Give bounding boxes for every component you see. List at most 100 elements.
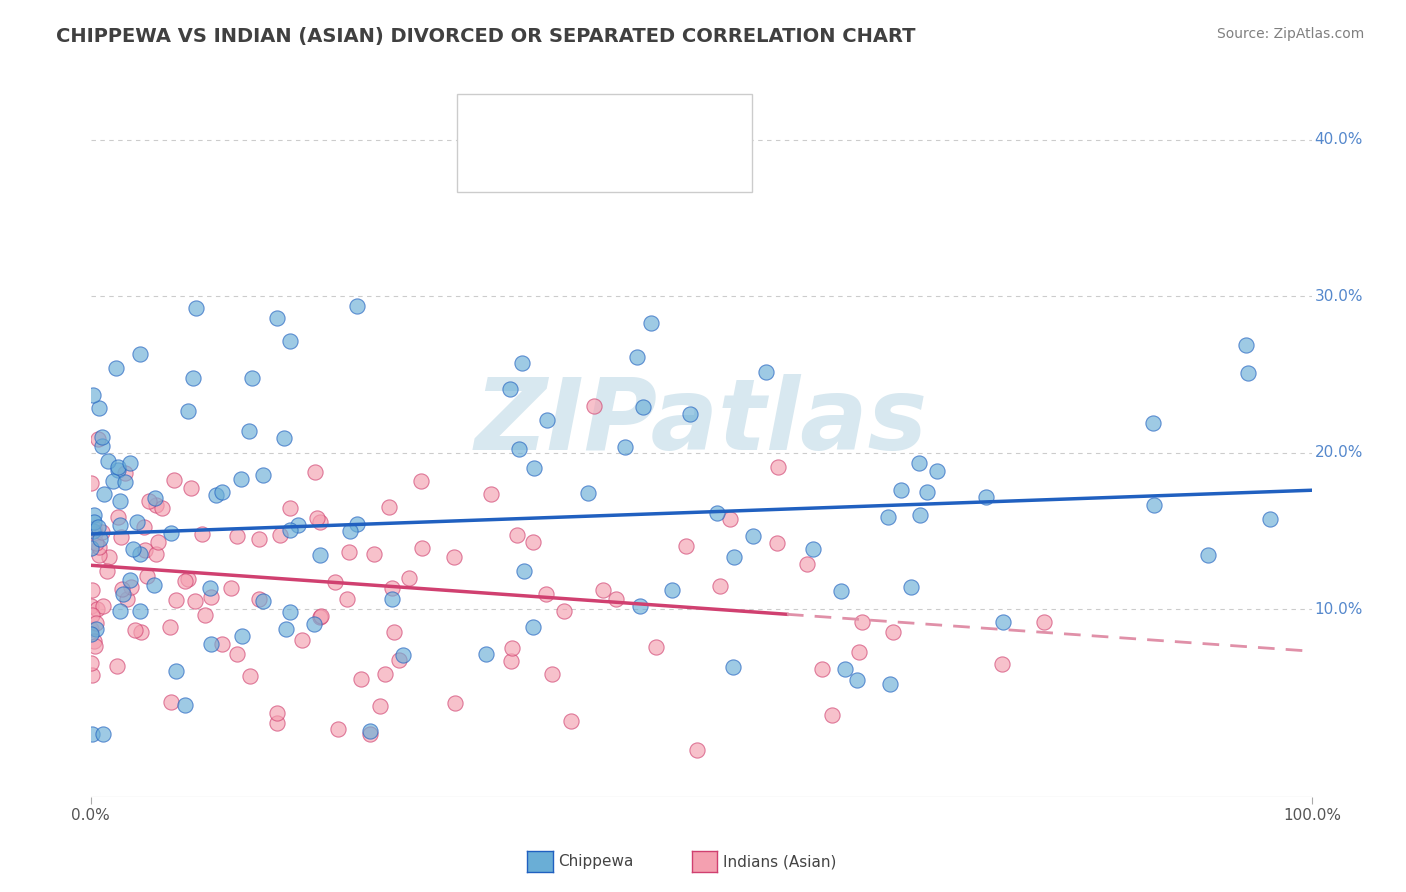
Point bbox=[378, 500, 401, 514]
Point bbox=[309, 548, 332, 562]
Point bbox=[766, 460, 789, 475]
Point bbox=[645, 640, 668, 654]
Point bbox=[908, 508, 931, 523]
Point bbox=[1236, 338, 1258, 352]
Point bbox=[82, 727, 104, 741]
Point bbox=[278, 501, 301, 516]
Point bbox=[513, 564, 536, 578]
Point bbox=[160, 526, 183, 541]
Text: 0.079: 0.079 bbox=[554, 111, 610, 128]
Point bbox=[640, 316, 662, 330]
Point bbox=[180, 481, 202, 495]
Point bbox=[145, 499, 167, 513]
Point bbox=[239, 669, 262, 683]
Point bbox=[82, 388, 104, 402]
Point bbox=[411, 541, 433, 555]
Point bbox=[280, 523, 302, 537]
Point bbox=[83, 508, 105, 523]
Point bbox=[174, 574, 197, 588]
Point bbox=[583, 400, 606, 414]
Point bbox=[1258, 512, 1281, 526]
Point bbox=[91, 430, 114, 444]
Point bbox=[83, 521, 105, 535]
Point bbox=[238, 424, 260, 438]
Point bbox=[499, 382, 522, 396]
Point bbox=[79, 599, 101, 613]
Point bbox=[80, 541, 103, 556]
Point bbox=[108, 518, 131, 533]
Point bbox=[108, 604, 131, 618]
Point bbox=[145, 548, 167, 562]
Point bbox=[309, 609, 332, 624]
Point bbox=[174, 698, 197, 712]
Point bbox=[122, 541, 145, 556]
Point bbox=[110, 530, 132, 544]
Point bbox=[444, 697, 467, 711]
Point bbox=[143, 491, 166, 505]
Point bbox=[97, 454, 120, 468]
Point bbox=[523, 460, 546, 475]
Point bbox=[830, 584, 852, 599]
Point bbox=[278, 334, 301, 348]
Point bbox=[80, 583, 103, 598]
Point bbox=[160, 695, 183, 709]
Text: Chippewa: Chippewa bbox=[558, 855, 634, 869]
Text: 10.0%: 10.0% bbox=[1315, 601, 1362, 616]
Point bbox=[226, 647, 249, 661]
Point bbox=[291, 632, 314, 647]
Point bbox=[325, 575, 347, 590]
Point bbox=[336, 592, 359, 607]
Point bbox=[661, 583, 683, 598]
Point bbox=[219, 581, 242, 595]
Point bbox=[522, 619, 544, 633]
Point bbox=[247, 591, 270, 606]
Point bbox=[328, 723, 350, 737]
Point bbox=[184, 594, 207, 608]
Point bbox=[392, 648, 415, 663]
Point bbox=[900, 580, 922, 594]
Point bbox=[87, 401, 110, 415]
Point bbox=[86, 616, 108, 631]
Point bbox=[200, 591, 222, 605]
Point bbox=[87, 548, 110, 562]
Point bbox=[723, 660, 745, 674]
Point bbox=[1143, 498, 1166, 512]
Point bbox=[359, 724, 381, 739]
Point bbox=[266, 716, 288, 731]
Point bbox=[796, 557, 818, 571]
Point bbox=[80, 656, 103, 670]
Point bbox=[742, 528, 765, 542]
Point bbox=[105, 360, 128, 375]
Point bbox=[499, 654, 522, 668]
Point bbox=[79, 627, 101, 641]
Point bbox=[165, 593, 187, 607]
Point bbox=[382, 624, 405, 639]
Text: ZIPatlas: ZIPatlas bbox=[475, 374, 928, 471]
Point bbox=[128, 604, 150, 618]
Point bbox=[129, 547, 152, 561]
Point bbox=[105, 659, 128, 673]
Point bbox=[103, 474, 125, 488]
Point bbox=[211, 485, 233, 500]
Point bbox=[146, 534, 169, 549]
Point bbox=[91, 727, 114, 741]
Point bbox=[80, 476, 103, 491]
Point bbox=[107, 510, 129, 524]
Point bbox=[225, 529, 247, 543]
Point bbox=[114, 467, 136, 481]
Point bbox=[110, 494, 132, 508]
Point bbox=[1033, 615, 1056, 629]
Point bbox=[718, 512, 741, 526]
Point bbox=[882, 624, 904, 639]
Point bbox=[1142, 416, 1164, 430]
Point bbox=[252, 468, 274, 483]
Point bbox=[409, 474, 432, 488]
Point bbox=[184, 301, 207, 315]
Point bbox=[134, 543, 156, 558]
Point bbox=[84, 639, 107, 653]
Point bbox=[991, 615, 1014, 629]
Point bbox=[83, 633, 105, 648]
Point bbox=[876, 510, 898, 524]
Text: R =: R = bbox=[515, 111, 551, 128]
Point bbox=[820, 707, 842, 722]
